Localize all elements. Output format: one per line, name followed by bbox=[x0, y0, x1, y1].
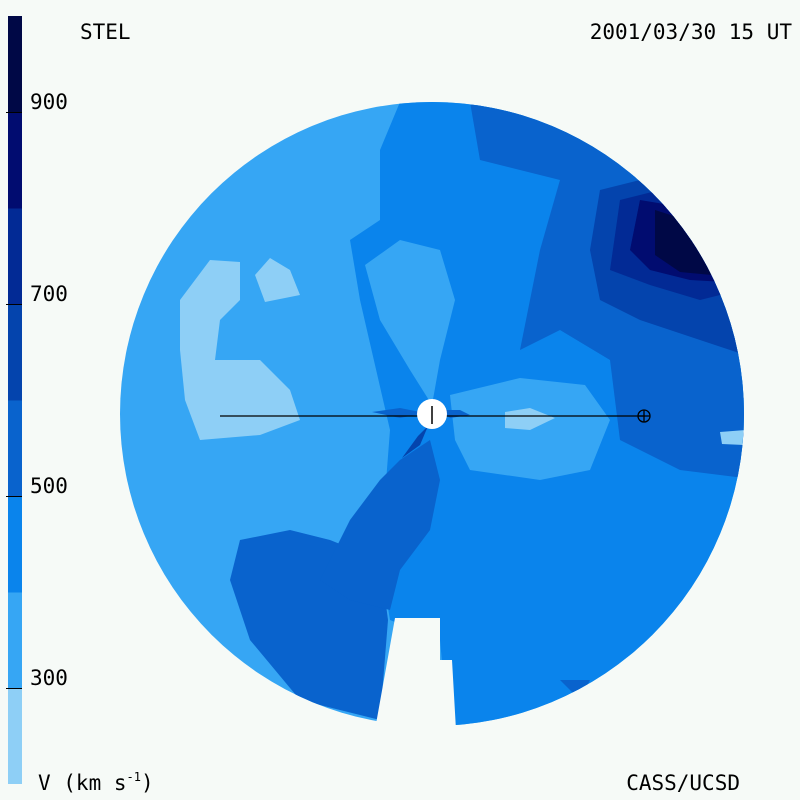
velocity-color-bar bbox=[8, 16, 22, 784]
colorbar-tick-label: 300 bbox=[30, 666, 68, 690]
colorbar-tick bbox=[6, 112, 22, 113]
station-label: STEL bbox=[80, 20, 131, 44]
colorbar-tick bbox=[6, 688, 22, 689]
unit-label: V (km s-1) bbox=[38, 770, 154, 795]
colorbar-tick bbox=[6, 496, 22, 497]
timestamp-label: 2001/03/30 15 UT bbox=[589, 20, 792, 44]
colorbar-tick-label: 900 bbox=[30, 90, 68, 114]
colorbar-segment bbox=[8, 496, 22, 593]
colorbar-segment bbox=[8, 688, 22, 784]
unit-exponent: -1 bbox=[126, 770, 141, 784]
unit-label-close: ) bbox=[140, 771, 154, 795]
unit-label-text: V (km s bbox=[38, 771, 127, 795]
colorbar-tick-label: 700 bbox=[30, 282, 68, 306]
colorbar-segment bbox=[8, 208, 22, 305]
colorbar-tick bbox=[6, 304, 22, 305]
colorbar-segment bbox=[8, 304, 22, 401]
colorbar-segment bbox=[8, 112, 22, 209]
unobserved-sector bbox=[376, 618, 456, 730]
credit-label: CASS/UCSD bbox=[626, 771, 740, 795]
colorbar-segment bbox=[8, 400, 22, 497]
colorbar-segment bbox=[8, 16, 22, 113]
earth-icon bbox=[637, 409, 651, 423]
colorbar-segment bbox=[8, 592, 22, 689]
colorbar-tick-label: 500 bbox=[30, 474, 68, 498]
